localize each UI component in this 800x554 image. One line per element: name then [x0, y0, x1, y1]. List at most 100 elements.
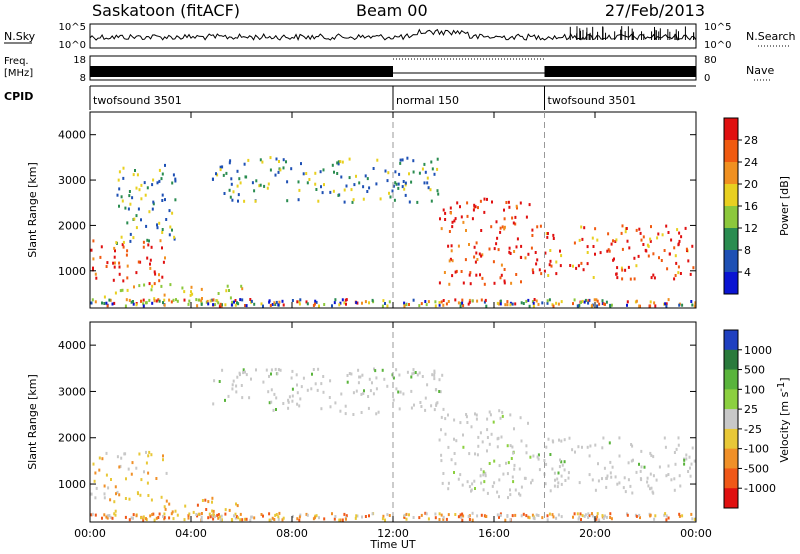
velocity-echo-ground: [498, 515, 500, 519]
velocity-echo-ground: [339, 518, 342, 522]
velocity-echo: [529, 455, 532, 459]
velocity-echo: [482, 473, 485, 477]
velocity-echo-ground: [555, 516, 558, 520]
velocity-echo: [649, 487, 651, 491]
velocity-echo-ground: [200, 518, 203, 522]
power-echo: [348, 176, 351, 180]
velocity-echo-ground: [361, 515, 363, 519]
velocity-echo: [344, 412, 347, 416]
velocity-echo: [490, 432, 493, 436]
power-echo: [492, 260, 495, 264]
velocity-echo: [368, 377, 371, 381]
power-echo-ground: [555, 301, 558, 305]
power-echo-ground: [653, 301, 656, 305]
velocity-echo: [439, 390, 442, 394]
velocity-echo-ground: [341, 518, 344, 522]
velocity-echo: [553, 484, 556, 488]
power-echo: [451, 225, 454, 229]
power-echo-ground: [187, 302, 190, 306]
power-echo: [394, 181, 397, 185]
velocity-echo-ground: [168, 516, 171, 520]
power-echo: [92, 257, 95, 261]
velocity-echo: [486, 449, 488, 453]
velocity-echo: [114, 485, 117, 489]
velocity-echo: [640, 478, 643, 482]
velocity-echo-ground: [548, 512, 551, 516]
velocity-echo-ground: [296, 517, 299, 521]
velocity-echo: [509, 488, 511, 492]
velocity-echo: [235, 390, 238, 394]
velocity-echo-ground: [224, 512, 227, 516]
velocity-echo: [674, 462, 677, 466]
power-echo: [594, 227, 597, 231]
velocity-echo-ground: [371, 512, 374, 516]
power-echo: [300, 162, 302, 166]
velocity-echo-ground: [281, 518, 284, 522]
power-echo-ground: [105, 301, 108, 305]
power-echo: [267, 182, 270, 186]
velocity-echo-ground: [476, 514, 479, 518]
velocity-echo: [558, 465, 561, 469]
velocity-echo: [623, 476, 626, 480]
power-echo: [394, 170, 397, 174]
velocity-echo-ground: [596, 515, 599, 519]
power-echo-ground: [681, 303, 684, 307]
power-echo: [286, 180, 289, 184]
power-echo: [244, 175, 247, 179]
power-echo: [152, 178, 155, 182]
velocity-echo: [228, 508, 231, 512]
velocity-echo: [412, 371, 415, 375]
power-echo: [656, 236, 659, 240]
power-echo: [232, 190, 235, 194]
power-echo: [388, 191, 390, 195]
velocity-echo: [665, 474, 668, 478]
velocity-echo: [650, 453, 653, 457]
velocity-echo: [302, 376, 305, 380]
velocity-echo-ground: [665, 514, 668, 518]
velocity-echo: [652, 455, 655, 459]
velocity-echo-ground: [338, 518, 341, 522]
velocity-echo: [512, 480, 515, 484]
power-echo: [168, 209, 171, 213]
power-echo: [350, 188, 353, 192]
velocity-echo: [605, 476, 608, 480]
velocity-echo-ground: [520, 514, 523, 518]
velocity-echo: [518, 492, 520, 496]
power-echo-ground: [560, 300, 563, 304]
power-echo: [666, 267, 669, 271]
power-echo: [426, 181, 429, 185]
velocity-echo-ground: [434, 512, 437, 516]
power-echo: [375, 182, 378, 186]
velocity-echo: [466, 480, 469, 484]
velocity-echo: [554, 478, 556, 482]
power-echo: [322, 168, 325, 172]
velocity-echo: [568, 436, 571, 440]
velocity-echo: [375, 387, 378, 391]
velocity-echo-ground: [587, 516, 590, 519]
date-label: 27/Feb/2013: [605, 1, 705, 20]
power-echo: [451, 274, 454, 278]
power-echo: [436, 157, 439, 161]
power-echo-ground: [109, 298, 112, 302]
power-echo: [122, 240, 125, 244]
power-echo: [206, 299, 209, 303]
power-echo: [128, 190, 131, 193]
power-echo: [677, 271, 680, 275]
power-echo-ground: [103, 302, 106, 305]
power-echo: [106, 261, 109, 265]
velocity-echo: [359, 375, 362, 379]
power-echo: [534, 251, 537, 254]
colorbar-tick-label: 28: [744, 134, 758, 147]
power-echo-ground: [162, 301, 164, 305]
power-echo: [408, 200, 411, 204]
power-echo: [658, 256, 660, 260]
velocity-echo: [196, 503, 199, 507]
power-echo: [436, 189, 439, 193]
power-echo: [255, 179, 258, 183]
power-echo: [376, 158, 379, 162]
power-echo: [174, 177, 177, 181]
power-echo: [169, 225, 172, 229]
velocity-echo-ground: [388, 514, 391, 517]
velocity-echo: [688, 455, 691, 459]
